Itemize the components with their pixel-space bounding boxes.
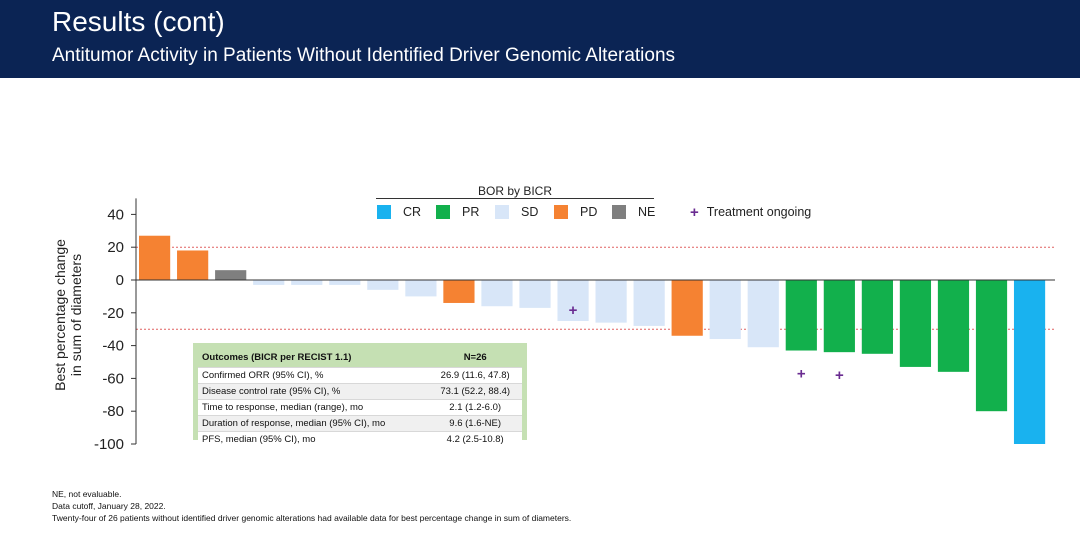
bar-23 <box>975 280 1008 412</box>
bar-13 <box>595 280 627 323</box>
outcome-label: Confirmed ORR (95% CI), % <box>198 367 429 384</box>
ne-swatch <box>612 205 626 219</box>
plus-icon: + <box>690 203 699 221</box>
bar-12 <box>557 280 589 321</box>
legend-title: BOR by BICR <box>477 184 552 198</box>
header-bar: Results (cont) Antitumor Activity in Pat… <box>0 0 1080 78</box>
y-tick-label: -100 <box>94 436 124 453</box>
y-tick-label: -20 <box>102 305 124 322</box>
legend-item-cr: CR <box>377 204 421 220</box>
outcome-row-dor: Duration of response, median (95% CI), m… <box>198 415 522 432</box>
outcome-label: Disease control rate (95% CI), % <box>198 383 429 400</box>
ongoing-plus-icon: + <box>569 302 578 319</box>
y-tick-label: 20 <box>107 239 124 256</box>
outcomes-header-row: Outcomes (BICR per RECIST 1.1) N=26 <box>198 347 522 368</box>
bar-20 <box>861 280 893 354</box>
bar-8 <box>405 280 437 297</box>
bar-4 <box>253 280 285 285</box>
bar-6 <box>329 280 361 285</box>
outcome-row-dcr: Disease control rate (95% CI), % 73.1 (5… <box>198 383 522 400</box>
legend-item-ongoing: + Treatment ongoing <box>690 203 812 221</box>
outcome-row-orr: Confirmed ORR (95% CI), % 26.9 (11.6, 47… <box>198 367 522 384</box>
legend-label-ongoing: Treatment ongoing <box>706 205 812 219</box>
bar-1 <box>139 235 171 280</box>
slide-subtitle: Antitumor Activity in Patients Without I… <box>52 45 676 66</box>
footnote-patients: Twenty-four of 26 patients without ident… <box>52 513 572 523</box>
outcome-label: Duration of response, median (95% CI), m… <box>198 415 429 432</box>
pr-swatch <box>436 205 450 219</box>
legend-label-pd: PD <box>580 205 598 219</box>
outcome-value: 4.2 (2.5-10.8) <box>428 431 522 447</box>
cr-swatch <box>377 205 391 219</box>
outcomes-table: Outcomes (BICR per RECIST 1.1) N=26 Conf… <box>193 343 527 447</box>
bar-18 <box>785 280 817 351</box>
y-axis-label: Best percentage changein sum of diameter… <box>52 239 84 391</box>
bar-9 <box>443 280 475 303</box>
outcome-label: Time to response, median (range), mo <box>198 399 429 416</box>
legend-item-ne: NE <box>612 204 655 220</box>
outcome-row-pfs: PFS, median (95% CI), mo 4.2 (2.5-10.8) <box>198 431 522 447</box>
bar-22 <box>937 280 970 372</box>
bar-16 <box>709 280 741 340</box>
outcomes-header-label: Outcomes (BICR per RECIST 1.1) <box>202 351 352 363</box>
legend-label-ne: NE <box>638 205 656 219</box>
bar-21 <box>899 280 932 367</box>
bar-2 <box>177 250 209 280</box>
ongoing-plus-icon: + <box>797 366 806 383</box>
outcome-value: 26.9 (11.6, 47.8) <box>428 367 522 384</box>
bar-11 <box>519 280 551 308</box>
legend-label-cr: CR <box>403 205 422 219</box>
bar-24 <box>1013 280 1046 444</box>
legend-label-pr: PR <box>462 205 480 219</box>
legend-label-sd: SD <box>521 205 539 219</box>
legend-item-pr: PR <box>436 204 479 220</box>
footnote-ne: NE, not evaluable. <box>52 489 122 499</box>
outcome-row-ttr: Time to response, median (range), mo 2.1… <box>198 399 522 416</box>
outcome-value: 73.1 (52.2, 88.4) <box>428 383 522 400</box>
outcome-value: 2.1 (1.2-6.0) <box>428 399 522 416</box>
y-tick-label: 40 <box>107 206 124 223</box>
y-tick-label: -60 <box>102 370 124 387</box>
sd-swatch <box>495 205 509 219</box>
y-tick-label: -80 <box>102 403 124 420</box>
outcome-label: PFS, median (95% CI), mo <box>198 431 429 447</box>
outcome-value: 9.6 (1.6-NE) <box>428 415 522 432</box>
footnote-cutoff: Data cutoff, January 28, 2022. <box>52 501 166 511</box>
bar-17 <box>747 280 779 348</box>
outcomes-header-value: N=26 <box>463 351 487 363</box>
bar-3 <box>215 270 247 280</box>
pd-swatch <box>554 205 568 219</box>
legend-item-pd: PD <box>554 204 597 220</box>
legend-divider <box>376 198 654 199</box>
y-tick-label: 0 <box>116 272 124 289</box>
bar-7 <box>367 280 399 290</box>
bar-19 <box>823 280 855 353</box>
bar-10 <box>481 280 513 307</box>
legend-item-sd: SD <box>495 204 538 220</box>
y-tick-label: -40 <box>102 338 124 355</box>
bar-14 <box>633 280 665 326</box>
bar-15 <box>671 280 703 336</box>
ongoing-plus-icon: + <box>835 367 844 384</box>
slide-title: Results (cont) <box>52 6 225 37</box>
bar-5 <box>291 280 323 285</box>
